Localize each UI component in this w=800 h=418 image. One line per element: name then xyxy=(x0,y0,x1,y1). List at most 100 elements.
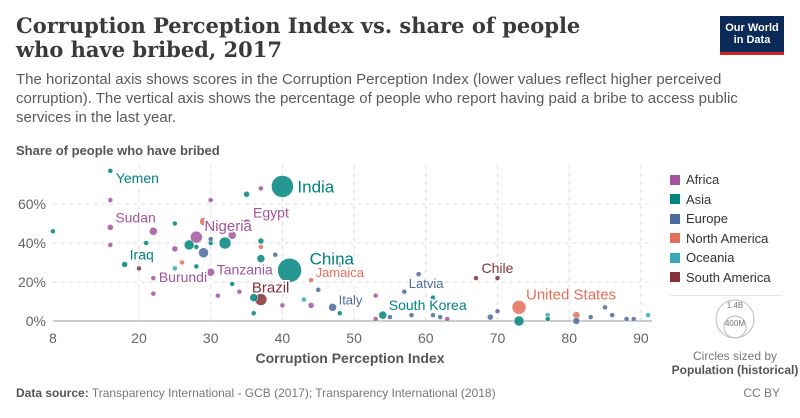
x-tick-label: 80 xyxy=(561,330,577,346)
data-point[interactable] xyxy=(337,261,343,268)
data-point[interactable] xyxy=(372,316,379,322)
data-point[interactable] xyxy=(301,296,307,303)
data-point[interactable] xyxy=(487,313,494,321)
license[interactable]: CC BY xyxy=(743,386,780,400)
y-tick-label: 0% xyxy=(26,313,46,329)
data-point[interactable] xyxy=(190,230,203,244)
legend-item[interactable]: Asia xyxy=(670,190,782,210)
legend-swatch xyxy=(670,213,680,224)
data-point[interactable] xyxy=(315,287,321,293)
data-point[interactable] xyxy=(207,236,214,242)
data-point[interactable] xyxy=(307,302,315,309)
legend-item[interactable]: South America xyxy=(670,268,782,288)
data-point[interactable] xyxy=(236,289,243,295)
data-point[interactable] xyxy=(199,217,208,226)
data-point[interactable] xyxy=(150,275,157,281)
data-point[interactable] xyxy=(107,242,114,248)
point-label: Italy xyxy=(339,292,363,307)
data-point[interactable] xyxy=(473,275,479,281)
data-point[interactable] xyxy=(250,287,257,293)
data-point[interactable] xyxy=(279,302,286,309)
data-point[interactable] xyxy=(430,312,436,318)
data-point[interactable] xyxy=(250,310,257,316)
legend-label: Europe xyxy=(686,211,728,227)
data-point[interactable] xyxy=(623,316,630,322)
y-tick-label: 60% xyxy=(18,196,46,212)
data-point[interactable] xyxy=(572,317,581,325)
data-point[interactable] xyxy=(258,244,264,250)
data-point[interactable] xyxy=(206,268,215,277)
data-point[interactable] xyxy=(172,265,178,272)
source-text[interactable]: Transparency International - GCB (2017);… xyxy=(91,386,496,400)
data-point[interactable] xyxy=(241,218,252,229)
legend-item[interactable]: Oceania xyxy=(670,248,782,268)
data-point[interactable] xyxy=(372,292,379,299)
data-point[interactable] xyxy=(136,265,142,272)
data-point[interactable] xyxy=(193,244,200,250)
legend-label: Oceania xyxy=(686,250,735,266)
y-tick-label: 40% xyxy=(18,235,46,251)
data-point[interactable] xyxy=(272,251,278,258)
data-point[interactable] xyxy=(107,168,114,174)
data-point[interactable] xyxy=(172,220,178,227)
data-point[interactable] xyxy=(408,312,415,318)
data-point[interactable] xyxy=(121,261,128,268)
legend-label: Africa xyxy=(686,172,720,188)
data-point[interactable] xyxy=(256,254,266,263)
legend-item[interactable]: Europe xyxy=(670,209,782,229)
size-legend-variable[interactable]: Population (historical) xyxy=(671,363,799,377)
data-point[interactable] xyxy=(149,227,158,236)
data-point[interactable] xyxy=(143,240,149,246)
data-point[interactable] xyxy=(227,230,237,240)
data-point[interactable] xyxy=(494,275,501,281)
legend-divider xyxy=(670,295,782,296)
data-point[interactable] xyxy=(444,316,451,322)
data-point[interactable] xyxy=(229,281,235,287)
data-point[interactable] xyxy=(415,271,422,277)
data-point[interactable] xyxy=(200,273,207,279)
data-point[interactable] xyxy=(215,292,221,299)
data-point[interactable] xyxy=(198,247,209,258)
data-point[interactable] xyxy=(179,259,185,266)
data-point[interactable] xyxy=(150,290,157,297)
data-point[interactable] xyxy=(277,258,302,283)
data-point[interactable] xyxy=(378,310,388,320)
data-point[interactable] xyxy=(257,237,265,245)
data-point[interactable] xyxy=(243,191,250,198)
data-point[interactable] xyxy=(337,310,343,316)
data-point[interactable] xyxy=(511,300,527,315)
data-point[interactable] xyxy=(107,197,114,203)
data-point[interactable] xyxy=(401,289,408,295)
data-point[interactable] xyxy=(430,294,436,301)
data-point[interactable] xyxy=(544,316,551,322)
data-source: Data source: Transparency International … xyxy=(16,386,496,400)
legend-item[interactable]: Africa xyxy=(670,170,782,190)
data-point[interactable] xyxy=(207,197,214,203)
data-point[interactable] xyxy=(494,308,501,314)
data-point[interactable] xyxy=(645,312,651,318)
data-point[interactable] xyxy=(513,315,525,327)
data-point[interactable] xyxy=(630,316,637,322)
data-point[interactable] xyxy=(218,236,232,250)
data-point[interactable] xyxy=(308,277,314,283)
data-point[interactable] xyxy=(193,263,200,270)
data-point[interactable] xyxy=(249,293,258,302)
data-point[interactable] xyxy=(328,303,337,312)
data-point[interactable] xyxy=(387,314,393,320)
point-label: Egypt xyxy=(253,205,289,221)
owid-logo[interactable]: Our World in Data xyxy=(720,16,784,55)
data-point[interactable] xyxy=(587,314,594,320)
legend-swatch xyxy=(670,272,680,283)
data-point[interactable] xyxy=(171,245,179,253)
data-point[interactable] xyxy=(602,304,608,311)
data-point[interactable] xyxy=(50,228,56,235)
data-point[interactable] xyxy=(107,224,114,231)
data-point[interactable] xyxy=(183,239,195,251)
legend-item[interactable]: North America xyxy=(670,229,782,249)
data-point[interactable] xyxy=(258,185,264,192)
data-point[interactable] xyxy=(609,312,615,318)
point-label: China xyxy=(310,249,355,268)
data-point[interactable] xyxy=(437,314,443,320)
data-point[interactable] xyxy=(271,175,294,198)
